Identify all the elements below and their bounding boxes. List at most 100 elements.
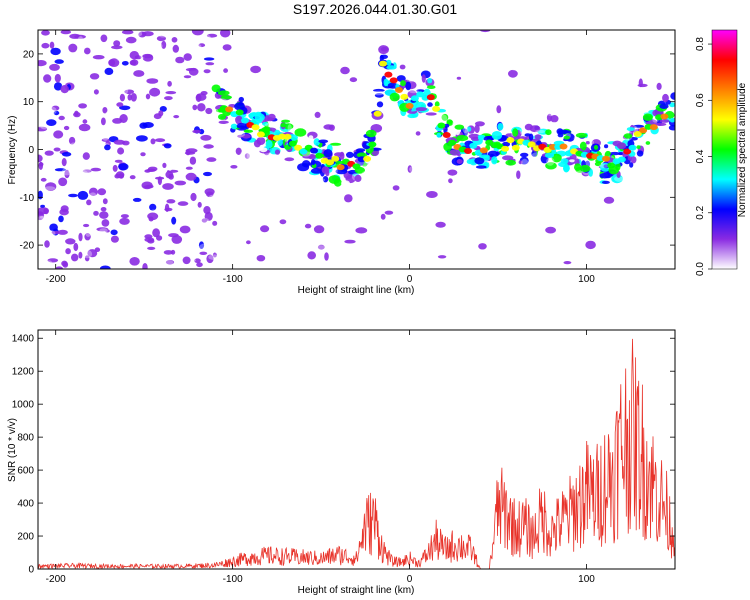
spectrogram-cell: [377, 265, 388, 269]
spectrogram-cell: [99, 265, 111, 269]
spectrogram-cell: [390, 173, 401, 178]
spectrogram-cell: [373, 195, 378, 199]
spectrogram-cell: [508, 41, 513, 45]
spectrogram-cell: [121, 30, 134, 35]
spectrogram-peak: [623, 148, 632, 155]
spectrogram-cell: [455, 128, 461, 136]
spectrogram-cell: [174, 180, 187, 186]
spectrogram-cell: [311, 159, 316, 166]
spectrogram-cell: [241, 259, 251, 266]
snr-x-tick-label: 100: [578, 574, 595, 585]
spectrogram-cell: [599, 172, 610, 179]
spectrogram-cell: [144, 169, 151, 173]
spectrogram-cell: [317, 244, 325, 250]
spectrogram-cell: [281, 154, 293, 158]
spectrogram-cell: [551, 235, 559, 244]
spectrogram-cell: [502, 155, 514, 161]
spectrogram-cell: [234, 130, 246, 138]
spectrogram-peak: [511, 144, 520, 151]
spectrogram-cell: [496, 248, 505, 253]
spectrogram-cell: [394, 43, 404, 48]
spectrogram-cell: [329, 135, 335, 140]
spectrogram-cell: [518, 160, 523, 165]
spectrogram-cell: [288, 213, 301, 221]
spectrogram-cell: [509, 83, 516, 93]
spectrogram-cell: [649, 256, 659, 263]
spectrogram-cell: [102, 198, 108, 205]
spectrogram-cell: [163, 143, 172, 149]
spectrogram-cell: [599, 163, 610, 168]
spectrogram-cell: [355, 227, 368, 234]
spectrogram-cell: [539, 246, 548, 253]
spectrogram-cell: [535, 176, 545, 180]
spectrogram-cell: [208, 254, 220, 260]
spectrogram-cell: [657, 255, 668, 264]
spectrogram-cell: [93, 210, 99, 216]
spectrogram-cell: [435, 221, 446, 228]
spectrogram-cell: [389, 92, 400, 102]
spectrogram-cell: [343, 102, 352, 111]
spectrogram-cell: [116, 236, 127, 244]
spectrogram-cell: [284, 103, 297, 109]
spectrogram-cell: [340, 225, 352, 234]
spectrogram-cell: [68, 136, 76, 145]
spectrogram-cell: [541, 96, 549, 104]
spectrogram-cell: [200, 134, 212, 141]
spectrogram-cell: [554, 251, 562, 260]
spectrogram-cell: [657, 241, 663, 245]
spectrogram-cell: [475, 202, 486, 206]
spectrogram-cell: [142, 208, 151, 214]
spectrogram-cell: [650, 74, 662, 83]
spectrogram-cell: [319, 178, 325, 182]
spectrogram-cell: [196, 165, 202, 170]
spectrogram-cell: [649, 229, 661, 236]
spectrogram-cell: [239, 181, 246, 187]
spectrogram-cell: [87, 39, 93, 47]
spectrogram-cell: [53, 110, 60, 116]
spectrogram-cell: [217, 141, 227, 147]
spectrogram-cell: [414, 231, 421, 238]
spectrogram-cell: [497, 123, 504, 131]
spectrogram-cell: [620, 171, 626, 176]
spectrogram-cell: [435, 166, 443, 172]
spectrogram-cell: [196, 262, 203, 268]
spectrogram-cell: [560, 30, 570, 35]
spectrogram-cell: [43, 186, 56, 191]
spectrogram-cell: [618, 152, 623, 156]
spectrogram-cell: [236, 122, 248, 129]
spectrogram-cell: [49, 41, 55, 49]
spectrogram-cell: [459, 99, 468, 103]
spectrogram-cell: [272, 76, 282, 82]
spectrogram-cell: [516, 170, 521, 179]
spectrogram-cell: [441, 113, 449, 121]
spectrogram-cell: [466, 159, 474, 165]
spectrogram-cell: [510, 85, 520, 90]
spectrogram-cell: [165, 71, 171, 77]
spectrogram-cell: [353, 85, 364, 92]
spectrogram-cell: [116, 102, 124, 107]
spectrogram-cell: [585, 159, 591, 168]
spectrogram-cell: [640, 225, 646, 230]
spectrogram-cell: [195, 87, 201, 92]
spectrogram-cell: [634, 34, 640, 38]
spectrogram-cell: [662, 244, 668, 253]
spectrogram-cell: [220, 30, 231, 38]
spectrogram-cell: [201, 229, 211, 236]
spectrogram-cell: [125, 80, 136, 89]
spectrogram-cell: [546, 157, 555, 166]
spectrogram-cell: [610, 95, 617, 105]
spectrogram-cell: [124, 89, 135, 95]
spectrogram-cell: [191, 251, 203, 259]
spectrogram-cell: [183, 121, 195, 126]
spectrogram-cell: [112, 164, 118, 172]
spectrogram-cell: [179, 243, 186, 247]
spectrogram-cell: [320, 101, 330, 109]
spectrogram-cell: [245, 170, 256, 179]
spectrogram-cell: [267, 58, 279, 65]
snr-frame: [37, 329, 676, 570]
spectrogram-cell: [409, 198, 416, 205]
spectrogram-cell: [443, 99, 455, 109]
spectrogram-cell: [133, 70, 145, 77]
spectrogram-cell: [294, 128, 307, 137]
spectrogram-cell: [38, 144, 46, 148]
